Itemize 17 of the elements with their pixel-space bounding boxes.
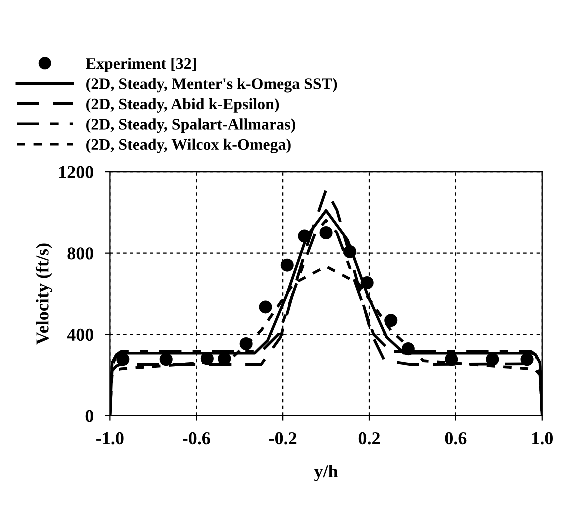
y-tick-label: 400 xyxy=(67,328,94,342)
legend-label: (2D, Steady, Abid k-Epsilon) xyxy=(86,98,280,113)
y-tick-label: 1200 xyxy=(60,166,94,178)
x-tick-label: 1.0 xyxy=(532,432,553,445)
y-tick-label: 0 xyxy=(86,410,94,422)
legend-label: (2D, Steady, Wilcox k-Omega) xyxy=(86,138,291,154)
y-tick-label: 800 xyxy=(68,248,94,260)
y-axis-title: Velocity (ft/s) xyxy=(36,244,53,345)
x-tick-label: 0.2 xyxy=(358,432,380,445)
x-tick-label: -1.0 xyxy=(96,432,124,445)
legend-label: (2D, Steady, Menter's k-Omega SST) xyxy=(86,78,338,93)
x-axis-title: y/h xyxy=(314,464,338,482)
x-tick-label: -0.2 xyxy=(269,432,297,445)
x-tick-label: 0.6 xyxy=(445,432,467,445)
x-tick-label: -0.6 xyxy=(182,432,210,445)
legend-label: Experiment [32] xyxy=(86,58,196,72)
legend-label: (2D, Steady, Spalart-Allmaras) xyxy=(86,118,296,134)
